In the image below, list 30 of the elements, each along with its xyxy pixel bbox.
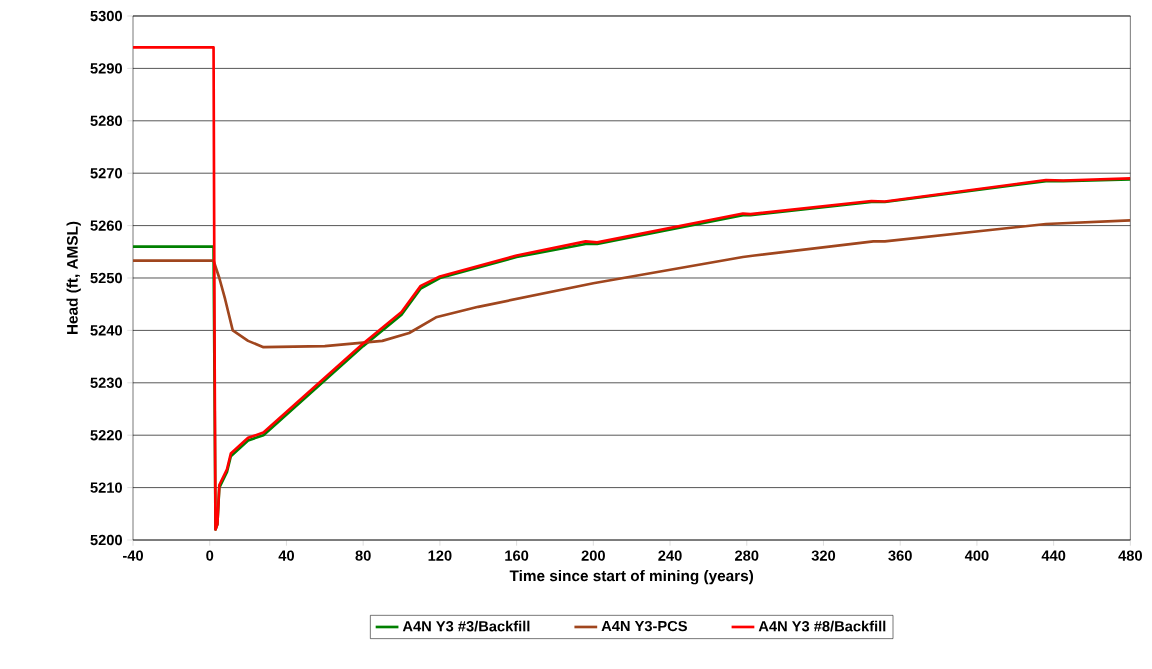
y-tick-label: 5210 [90, 482, 122, 493]
x-tick-label: 280 [735, 550, 759, 561]
x-tick-label: 120 [428, 550, 452, 561]
x-tick-label: -40 [122, 550, 143, 561]
y-axis-title: Head (ft, AMSL) [66, 221, 81, 335]
y-tick-label: 5230 [90, 377, 122, 389]
y-tick-label: 5270 [90, 168, 122, 179]
x-tick-label: 160 [505, 550, 529, 561]
x-tick-label: 440 [1041, 550, 1066, 561]
x-tick-label: 400 [964, 550, 989, 561]
y-tick-label: 5260 [90, 220, 122, 231]
x-tick-label: 0 [206, 550, 214, 561]
legend-label: A4N Y3-PCS [601, 620, 687, 632]
y-tick-label: 5240 [90, 325, 122, 336]
y-tick-label: 5280 [90, 115, 122, 126]
y-tick-label: 5220 [90, 430, 122, 441]
legend-label: A4N Y3 #3/Backfill [402, 620, 530, 632]
x-tick-label: 360 [888, 550, 912, 561]
y-tick-label: 5300 [90, 10, 122, 22]
legend-label: A4N Y3 #8/Backfill [758, 620, 886, 632]
x-tick-label: 80 [355, 550, 371, 561]
y-tick-label: 5250 [90, 272, 122, 284]
x-tick-label: 240 [658, 550, 682, 561]
x-tick-label: 40 [278, 550, 294, 561]
x-tick-label: 200 [581, 550, 605, 561]
x-axis-title: Time since start of mining (years) [509, 569, 754, 585]
y-tick-label: 5290 [90, 63, 122, 74]
x-tick-label: 320 [811, 550, 836, 561]
x-tick-label: 480 [1118, 550, 1142, 561]
y-tick-label: 5200 [90, 534, 122, 546]
